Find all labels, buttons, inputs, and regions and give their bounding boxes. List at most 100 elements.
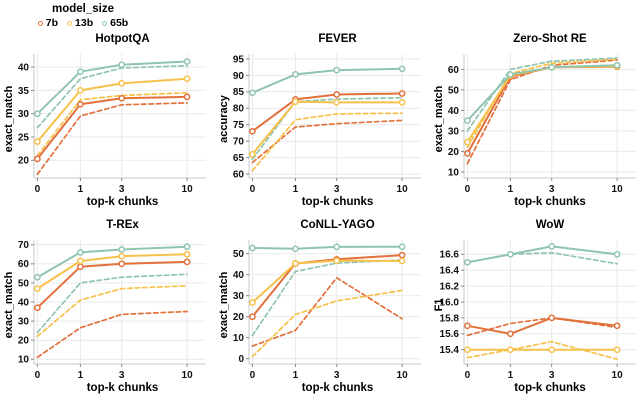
subplot-title: FEVER xyxy=(318,33,357,45)
subplot-grid: HotpotQA exact_match 20 25 30 35 40 0 1 3 10 top-k … xyxy=(0,30,640,402)
x-axis-label: top-k chunks xyxy=(86,196,159,208)
svg-text:1: 1 xyxy=(78,370,84,381)
subplot-t-rex: T-REx exact_match 10 20 30 40 50 60 70 0 1 3 10 top-k… xyxy=(0,216,215,402)
svg-text:40: 40 xyxy=(18,297,30,308)
subplot-title: WoW xyxy=(535,219,565,231)
svg-text:0: 0 xyxy=(465,184,471,195)
svg-text:80: 80 xyxy=(233,104,245,115)
svg-text:65: 65 xyxy=(233,153,245,164)
svg-text:40: 40 xyxy=(448,106,460,117)
legend-items: 7b 13b 65b xyxy=(8,17,158,29)
svg-text:3: 3 xyxy=(549,184,555,195)
svg-text:85: 85 xyxy=(233,87,245,98)
x-axis-label: top-k chunks xyxy=(514,382,586,394)
svg-text:3: 3 xyxy=(334,370,340,381)
svg-text:16.4: 16.4 xyxy=(440,266,460,277)
svg-text:30: 30 xyxy=(448,126,460,137)
svg-text:60: 60 xyxy=(233,170,245,181)
svg-text:60: 60 xyxy=(448,65,460,76)
x-axis-label: top-k chunks xyxy=(301,196,374,208)
plot-area-wow: 15.4 15.6 15.8 16.0 16.2 16.4 16.6 0 1 3 10 xyxy=(440,240,636,381)
svg-text:10: 10 xyxy=(612,184,624,195)
svg-text:1: 1 xyxy=(508,184,514,195)
subplot-title: Zero-Shot RE xyxy=(513,33,587,45)
svg-text:3: 3 xyxy=(119,370,125,381)
svg-text:30: 30 xyxy=(18,109,30,120)
subplot-wow: WoW F1 15.4 15.6 15.8 16.0 16.2 16.4 16.6 0 1 3 10 to… xyxy=(430,216,640,402)
svg-text:15.4: 15.4 xyxy=(440,345,460,356)
svg-text:50: 50 xyxy=(18,278,30,289)
plot-area-fever: 60 65 70 75 80 85 90 95 0 1 3 10 xyxy=(233,54,421,195)
svg-text:15.8: 15.8 xyxy=(440,313,460,324)
svg-text:30: 30 xyxy=(18,317,30,328)
y-axis-label: F1 xyxy=(433,298,445,312)
legend-item-65b: 65b xyxy=(102,17,128,29)
legend: model_size 7b 13b 65b xyxy=(8,3,158,29)
subplot-conll-yago: CoNLL-YAGO exact_match 0 10 20 30 40 50 0 1 3 10 top… xyxy=(215,216,430,402)
legend-item-label: 65b xyxy=(110,17,129,29)
svg-text:0: 0 xyxy=(465,370,471,381)
svg-text:16.6: 16.6 xyxy=(440,250,460,261)
svg-text:16.2: 16.2 xyxy=(440,282,460,293)
svg-text:1: 1 xyxy=(293,184,299,195)
svg-text:25: 25 xyxy=(18,132,30,143)
svg-text:20: 20 xyxy=(18,336,30,347)
svg-text:75: 75 xyxy=(233,120,245,131)
y-axis-label: exact_match xyxy=(218,271,230,339)
x-axis-label: top-k chunks xyxy=(301,382,374,394)
svg-text:10: 10 xyxy=(612,370,624,381)
svg-text:1: 1 xyxy=(78,184,84,195)
svg-text:95: 95 xyxy=(233,54,245,65)
svg-text:10: 10 xyxy=(448,167,460,178)
plot-area-zero-shot-re: 10 20 30 40 50 60 0 1 3 10 xyxy=(448,54,636,195)
legend-circle-marker-icon xyxy=(67,20,73,26)
plot-area-hotpotqa: 20 25 30 35 40 0 1 3 10 xyxy=(18,54,206,195)
svg-text:50: 50 xyxy=(448,85,460,96)
y-axis-label: exact_match xyxy=(3,271,15,339)
svg-text:1: 1 xyxy=(293,370,299,381)
legend-item-label: 13b xyxy=(75,17,94,29)
svg-text:50: 50 xyxy=(233,249,245,260)
svg-text:40: 40 xyxy=(18,63,30,74)
svg-text:16.0: 16.0 xyxy=(440,297,460,308)
subplot-zero-shot-re: Zero-Shot RE exact_match 10 20 30 40 50 60 0 1 3 10… xyxy=(430,30,640,216)
legend-circle-marker-icon xyxy=(37,20,43,26)
svg-text:60: 60 xyxy=(18,259,30,270)
legend-item-label: 7b xyxy=(45,17,59,29)
svg-text:90: 90 xyxy=(233,71,245,82)
y-axis-label: exact_match xyxy=(433,85,445,153)
svg-text:10: 10 xyxy=(182,184,194,195)
x-axis-label: top-k chunks xyxy=(514,196,586,208)
svg-text:40: 40 xyxy=(233,270,245,281)
legend-circle-marker-icon xyxy=(102,20,108,26)
subplot-title: CoNLL-YAGO xyxy=(300,219,375,231)
svg-text:10: 10 xyxy=(233,333,245,344)
svg-text:3: 3 xyxy=(549,370,555,381)
legend-item-13b: 13b xyxy=(67,17,93,29)
plot-area-conll-yago: 0 10 20 30 40 50 0 1 3 10 xyxy=(233,240,421,381)
subplot-title: HotpotQA xyxy=(95,33,150,45)
subplot-hotpotqa: HotpotQA exact_match 20 25 30 35 40 0 1 3 10 top-k … xyxy=(0,30,215,216)
svg-text:0: 0 xyxy=(238,354,244,365)
svg-text:70: 70 xyxy=(18,240,30,251)
svg-text:10: 10 xyxy=(18,355,30,366)
svg-text:10: 10 xyxy=(397,184,409,195)
subplot-fever: FEVER accuracy 60 65 70 75 80 85 90 95 0 1 3 10 top-k … xyxy=(215,30,430,216)
svg-text:1: 1 xyxy=(508,370,514,381)
svg-text:0: 0 xyxy=(250,184,256,195)
legend-item-7b: 7b xyxy=(37,17,59,29)
svg-text:15.6: 15.6 xyxy=(440,329,460,340)
svg-text:20: 20 xyxy=(233,312,245,323)
svg-text:30: 30 xyxy=(233,291,245,302)
x-axis-label: top-k chunks xyxy=(86,382,159,394)
svg-text:35: 35 xyxy=(18,86,30,97)
svg-text:10: 10 xyxy=(182,370,194,381)
svg-text:70: 70 xyxy=(233,137,245,148)
svg-text:0: 0 xyxy=(250,370,256,381)
legend-title: model_size xyxy=(52,3,114,15)
y-axis-label: exact_match xyxy=(3,85,15,153)
svg-text:3: 3 xyxy=(119,184,125,195)
plot-area-t-rex: 10 20 30 40 50 60 70 0 1 3 10 xyxy=(18,240,206,381)
subplot-title: T-REx xyxy=(106,219,139,231)
